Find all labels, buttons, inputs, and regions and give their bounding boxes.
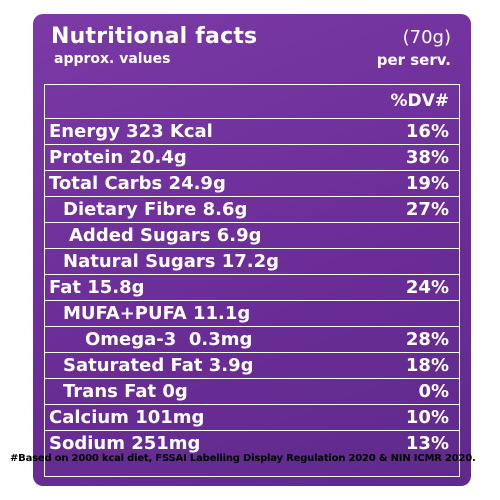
nutrient-label: Saturated Fat 3.9g [63,355,254,376]
nutrient-label: Calcium 101mg [49,407,205,428]
nutrient-label: Added Sugars 6.9g [69,225,262,246]
table-row: Added Sugars 6.9g [45,222,459,248]
table-row: Saturated Fat 3.9g 18% [45,352,459,378]
table-row: Energy 323 Kcal 16% [45,118,459,144]
table-row: Trans Fat 0g 0% [45,378,459,404]
dv-value: 28% [405,329,449,350]
dv-value: 0% [418,381,449,402]
table-row: Total Carbs 24.9g 19% [45,170,459,196]
nutrient-label: Sodium 251mg [49,433,201,454]
dv-value: 10% [405,407,449,428]
table-row: MUFA+PUFA 11.1g [45,300,459,326]
nutrient-label: Energy 323 Kcal [49,121,213,142]
table-row: Calcium 101mg 10% [45,404,459,430]
table-row: Dietary Fibre 8.6g 27% [45,196,459,222]
dv-value: 38% [405,147,449,168]
table-row: Omega-3 0.3mg 28% [45,326,459,352]
table-row: Natural Sugars 17.2g [45,248,459,274]
footnote: #Based on 2000 kcal diet, FSSAI Labellin… [10,453,476,464]
serving-label: per serv. [376,51,451,69]
table-row: Fat 15.8g 24% [45,274,459,300]
panel-title: Nutritional facts [51,24,258,49]
nutrition-table: %DV# Energy 323 Kcal 16% Protein 20.4g 3… [44,84,460,477]
dv-value: 27% [405,199,449,220]
nutrient-label: Trans Fat 0g [63,381,188,402]
dv-value: 24% [405,277,449,298]
dv-value: 18% [405,355,449,376]
serving-weight: (70g) [402,27,451,48]
nutrient-label: Fat 15.8g [49,277,145,298]
nutrient-label: Dietary Fibre 8.6g [63,199,248,220]
nutrient-label: MUFA+PUFA 11.1g [63,303,251,324]
nutrient-label: Natural Sugars 17.2g [63,251,280,272]
dv-value: 16% [405,121,449,142]
nutrient-label: Protein 20.4g [49,147,187,168]
dv-column-header: %DV# [390,91,449,111]
nutrient-label: Omega-3 0.3mg [85,329,253,350]
nutrition-facts-panel: Nutritional facts approx. values (70g) p… [33,14,471,486]
dv-value: 13% [405,433,449,454]
table-row: Sodium 251mg 13% [45,430,459,456]
nutrient-label: Total Carbs 24.9g [49,173,226,194]
dv-value: 19% [405,173,449,194]
table-row: Protein 20.4g 38% [45,144,459,170]
panel-subtitle: approx. values [54,51,171,67]
